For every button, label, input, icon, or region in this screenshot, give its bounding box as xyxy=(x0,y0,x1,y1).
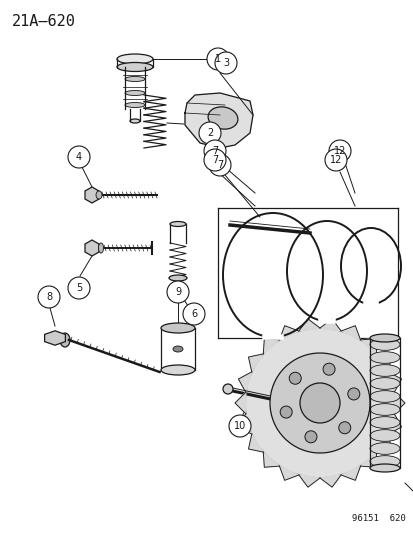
Polygon shape xyxy=(340,466,360,480)
Ellipse shape xyxy=(369,352,399,364)
Polygon shape xyxy=(340,326,360,340)
Text: 1: 1 xyxy=(214,54,221,64)
Text: 9: 9 xyxy=(175,287,180,297)
Text: 2: 2 xyxy=(206,128,213,138)
Polygon shape xyxy=(319,319,340,331)
Ellipse shape xyxy=(60,333,70,347)
Ellipse shape xyxy=(173,346,183,352)
Circle shape xyxy=(338,422,350,434)
Circle shape xyxy=(328,140,350,162)
Ellipse shape xyxy=(125,91,145,95)
Ellipse shape xyxy=(369,417,399,429)
Circle shape xyxy=(204,140,225,162)
Text: 96151  620: 96151 620 xyxy=(351,514,405,523)
Polygon shape xyxy=(238,372,251,392)
Circle shape xyxy=(38,286,60,308)
Text: 4: 4 xyxy=(76,152,82,162)
Polygon shape xyxy=(319,475,340,487)
Polygon shape xyxy=(85,240,99,256)
Polygon shape xyxy=(263,452,279,467)
Circle shape xyxy=(209,154,230,176)
Polygon shape xyxy=(279,466,298,480)
Ellipse shape xyxy=(98,243,103,253)
Circle shape xyxy=(223,384,233,394)
Ellipse shape xyxy=(169,275,187,281)
Polygon shape xyxy=(387,414,401,434)
Circle shape xyxy=(299,383,339,423)
Text: 7: 7 xyxy=(211,155,218,165)
Circle shape xyxy=(68,146,90,168)
Circle shape xyxy=(269,353,369,453)
Ellipse shape xyxy=(161,365,195,375)
Polygon shape xyxy=(298,319,319,331)
Ellipse shape xyxy=(369,430,399,441)
Polygon shape xyxy=(85,187,99,203)
Circle shape xyxy=(206,48,228,70)
Text: 7: 7 xyxy=(216,160,223,170)
Ellipse shape xyxy=(125,102,145,108)
Ellipse shape xyxy=(369,338,399,350)
Text: 7: 7 xyxy=(211,146,218,156)
Circle shape xyxy=(347,388,359,400)
Ellipse shape xyxy=(130,119,140,123)
Ellipse shape xyxy=(199,128,214,138)
Text: 3: 3 xyxy=(222,58,228,68)
Ellipse shape xyxy=(369,464,399,472)
Polygon shape xyxy=(376,354,391,372)
Ellipse shape xyxy=(117,62,153,71)
Polygon shape xyxy=(360,452,376,467)
Polygon shape xyxy=(393,392,404,414)
Circle shape xyxy=(183,303,204,325)
Text: 21A–620: 21A–620 xyxy=(12,14,76,29)
Ellipse shape xyxy=(369,378,399,389)
Circle shape xyxy=(214,52,236,74)
Circle shape xyxy=(322,363,334,375)
Ellipse shape xyxy=(369,403,399,415)
Circle shape xyxy=(324,149,346,171)
Ellipse shape xyxy=(208,107,237,129)
Ellipse shape xyxy=(369,391,399,402)
Circle shape xyxy=(68,277,90,299)
Text: 6: 6 xyxy=(190,309,197,319)
Ellipse shape xyxy=(117,54,153,64)
Circle shape xyxy=(289,372,301,384)
Ellipse shape xyxy=(369,365,399,376)
Circle shape xyxy=(304,431,316,443)
Text: 12: 12 xyxy=(329,155,342,165)
Ellipse shape xyxy=(96,191,102,199)
Circle shape xyxy=(228,415,250,437)
Text: 8: 8 xyxy=(46,292,52,302)
Polygon shape xyxy=(248,354,263,372)
Polygon shape xyxy=(387,372,401,392)
Polygon shape xyxy=(248,434,263,452)
Circle shape xyxy=(166,281,189,303)
Circle shape xyxy=(244,328,394,478)
Polygon shape xyxy=(298,475,319,487)
Text: 5: 5 xyxy=(76,283,82,293)
Ellipse shape xyxy=(170,222,185,227)
Circle shape xyxy=(204,149,225,171)
Ellipse shape xyxy=(369,456,399,467)
Polygon shape xyxy=(360,339,376,354)
Polygon shape xyxy=(235,392,245,414)
Circle shape xyxy=(199,122,221,144)
Polygon shape xyxy=(185,93,252,148)
Circle shape xyxy=(280,406,292,418)
Ellipse shape xyxy=(125,77,145,82)
Text: 12: 12 xyxy=(333,146,345,156)
Ellipse shape xyxy=(161,323,195,333)
Polygon shape xyxy=(279,326,298,340)
Polygon shape xyxy=(376,434,391,452)
Polygon shape xyxy=(45,331,65,345)
Ellipse shape xyxy=(369,334,399,342)
Polygon shape xyxy=(238,414,251,434)
Text: 10: 10 xyxy=(233,421,246,431)
Polygon shape xyxy=(263,339,279,354)
Ellipse shape xyxy=(369,442,399,454)
